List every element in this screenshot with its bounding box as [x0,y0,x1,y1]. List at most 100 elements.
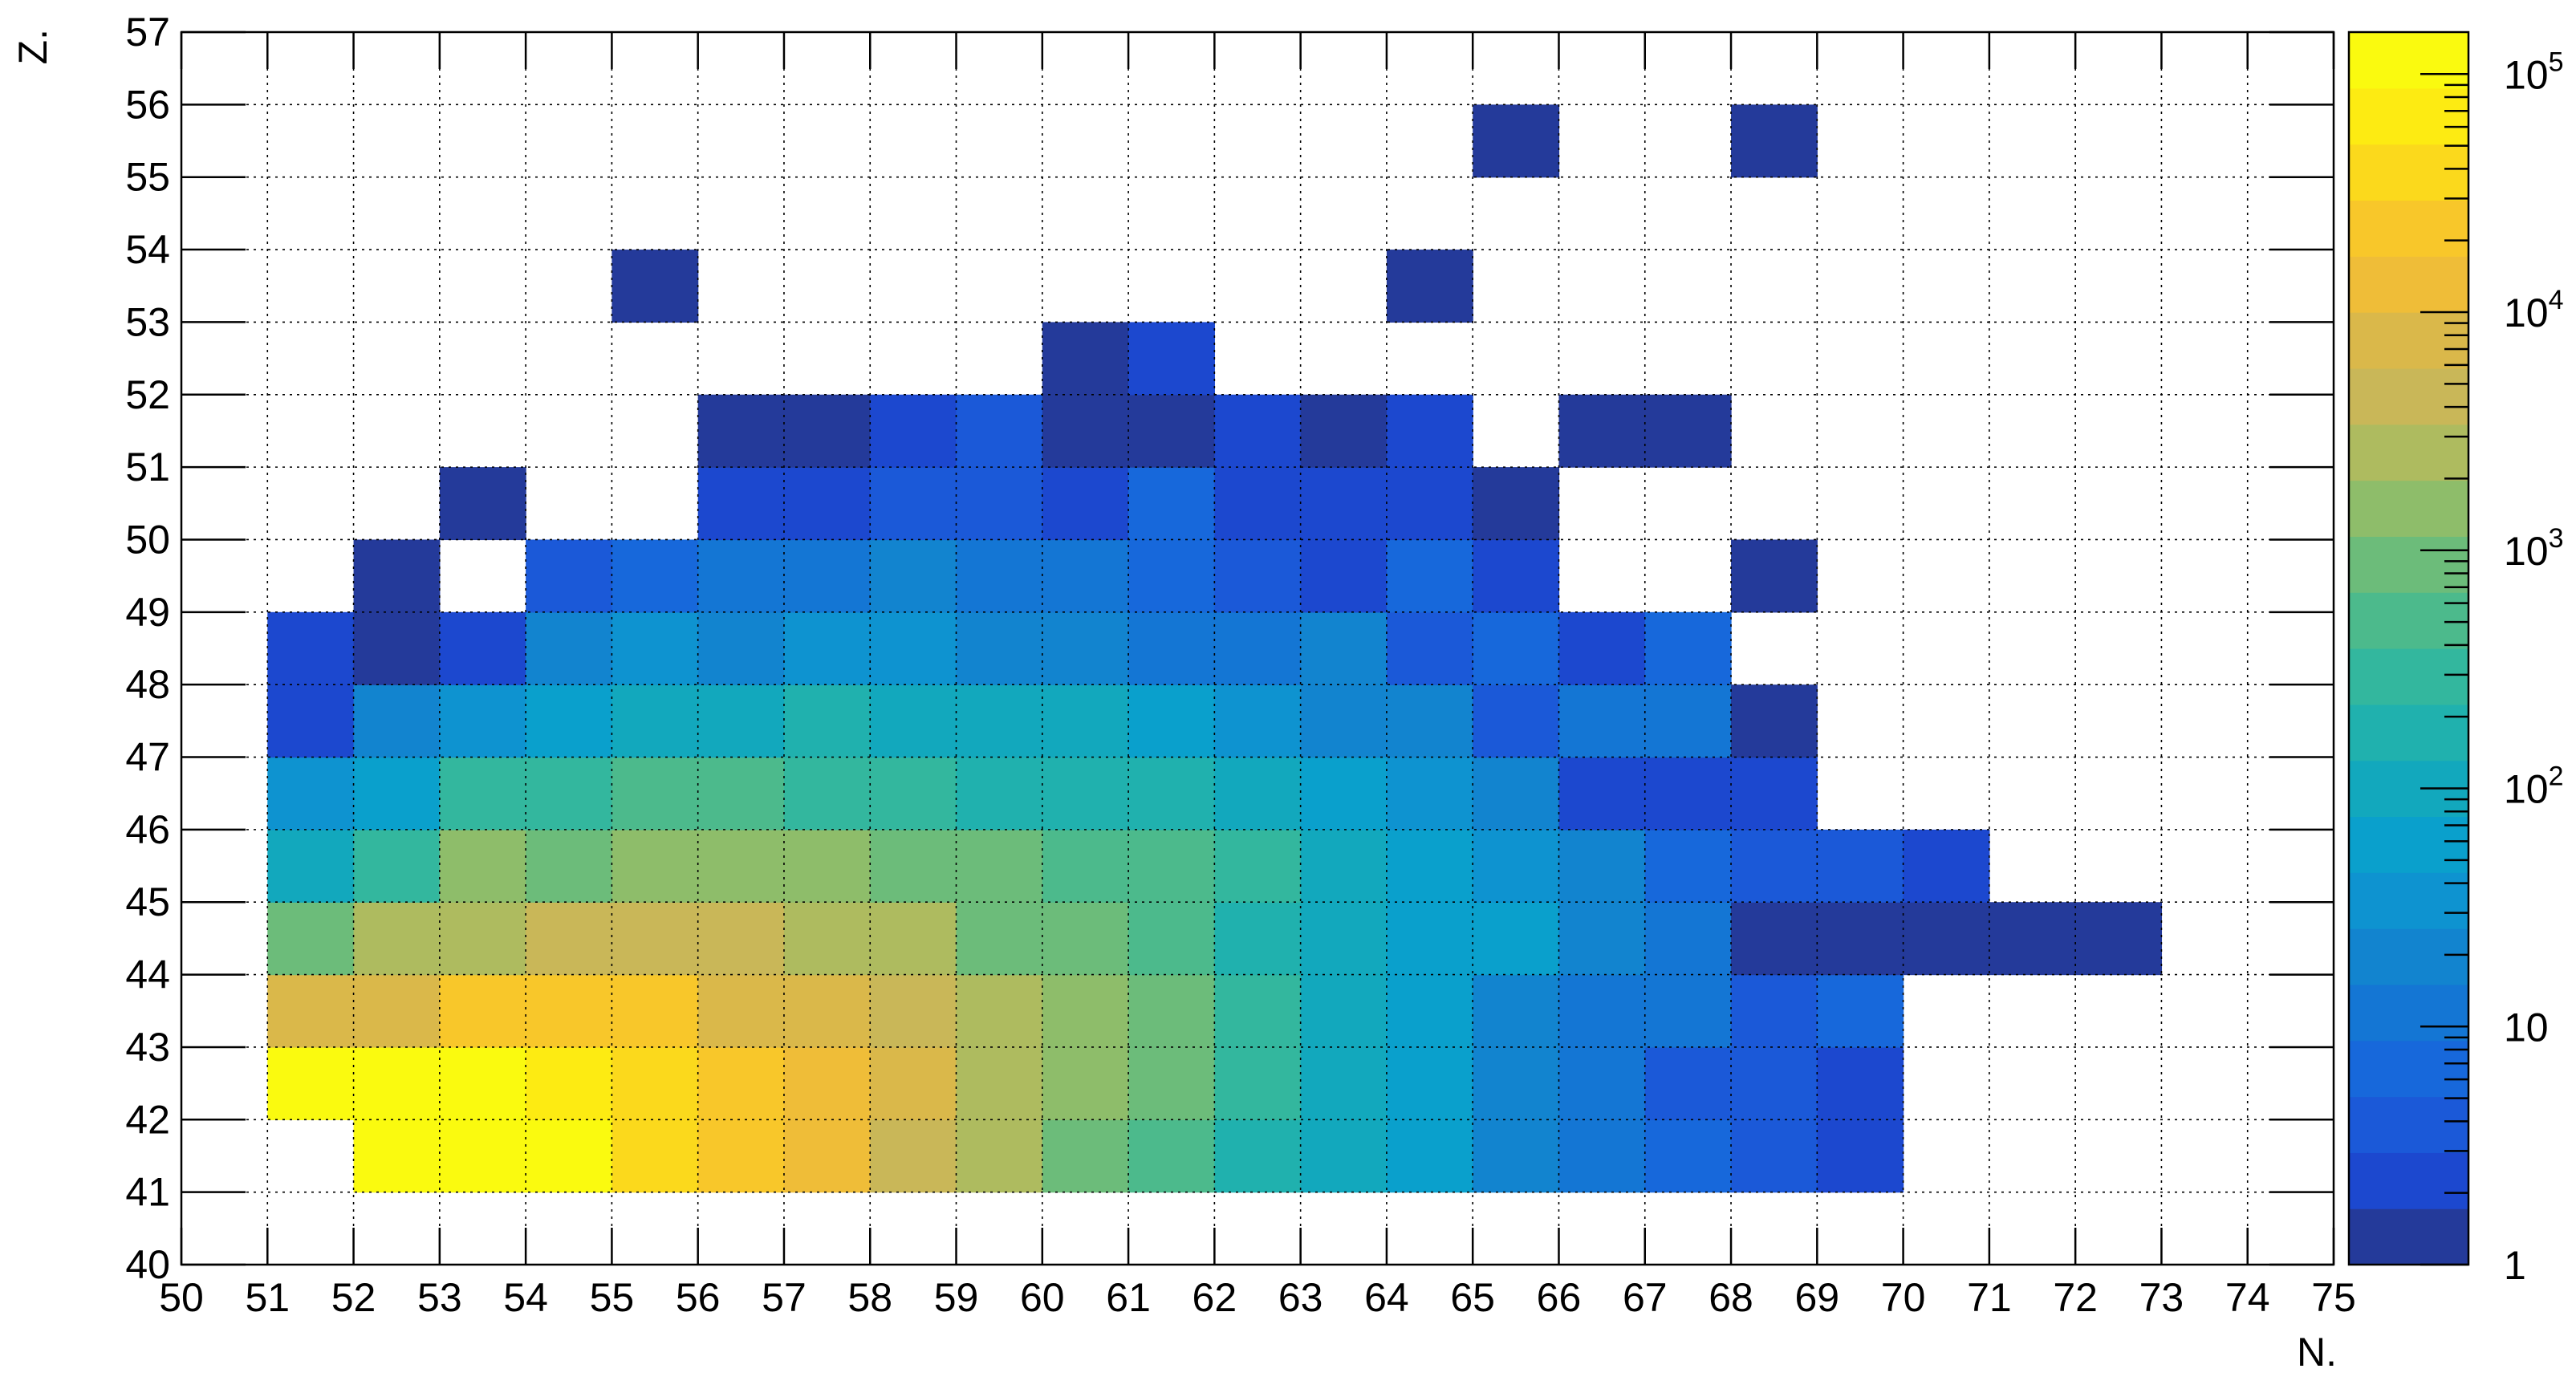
heatmap-cell [697,829,785,903]
heatmap-cell [870,1119,957,1193]
colorbar-frame [2347,30,2470,1266]
x-tick-label: 70 [1881,1275,1926,1320]
heatmap-cell [1042,829,1129,903]
heatmap-cell [1042,757,1129,831]
heatmap-cell [1042,684,1129,758]
heatmap-cell [611,902,699,976]
heatmap-cell [526,829,612,903]
heatmap-cell [1644,611,1732,685]
x-tick-label: 71 [1967,1275,2012,1320]
x-tick-label: 57 [762,1275,807,1320]
colorbar-band [2349,872,2468,929]
heatmap-cell [956,611,1043,685]
grid-lines [181,32,2334,1265]
y-tick-label: 56 [125,82,170,127]
colorbar-band [2349,368,2468,425]
heatmap-cell [1731,1046,1818,1120]
heatmap-cell [611,539,699,613]
x-tick-label: 59 [934,1275,979,1320]
heatmap-cell [1473,467,1560,541]
heatmap-cell [870,1046,957,1120]
y-tick-label: 55 [125,155,170,200]
x-tick-label: 53 [417,1275,462,1320]
heatmap-cell [697,1119,785,1193]
heatmap-cell [611,974,699,1048]
y-tick-label: 49 [125,590,170,635]
heatmap-cell [1644,757,1732,831]
heatmap-cell [1473,611,1560,685]
heatmap-cell [439,467,526,541]
heatmap-cell [353,1119,441,1193]
colorbar-band [2349,1096,2468,1153]
y-tick-label: 50 [125,517,170,562]
heatmap-cell [267,611,355,685]
heatmap-cell [1903,902,1990,976]
y-tick-label: 40 [125,1242,170,1287]
y-tick-label: 43 [125,1025,170,1070]
x-tick-label: 51 [245,1275,290,1320]
colorbar-band [2349,1208,2468,1265]
heatmap-cell [1473,1119,1560,1193]
heatmap-cell [439,829,526,903]
heatmap-cell [870,829,957,903]
heatmap-cell [267,757,355,831]
heatmap-cell [1473,1046,1560,1120]
heatmap-cell [1128,1046,1215,1120]
heatmap-cell [1214,974,1302,1048]
heatmap-cell [783,467,871,541]
heatmap-cell [1300,394,1388,468]
heatmap-cell [1042,539,1129,613]
heatmap-cell [1473,974,1560,1048]
x-tick-label: 65 [1450,1275,1495,1320]
heatmap-cell [870,394,957,468]
heatmap-cell [1473,829,1560,903]
heatmap-cell [956,974,1043,1048]
heatmap-cell [1558,394,1646,468]
heatmap-cell [1214,394,1302,468]
heatmap-cell [783,611,871,685]
heatmap-cell [439,611,526,685]
heatmap-cell [1042,974,1129,1048]
heatmap-cell [439,757,526,831]
heatmap-cell [611,611,699,685]
heatmap-cell [1473,539,1560,613]
heatmap-cell [783,1046,871,1120]
heatmap-cells [267,104,2163,1193]
heatmap-cell [1042,394,1129,468]
y-tick-label: 45 [125,879,170,924]
heatmap-cell [353,611,441,685]
x-tick-label: 63 [1278,1275,1323,1320]
heatmap-cell [353,757,441,831]
colorbar-band [2349,704,2468,762]
heatmap-cell [353,829,441,903]
heatmap-cell [1128,684,1215,758]
heatmap-cell [1386,902,1473,976]
heatmap-cell [1644,902,1732,976]
heatmap-cell [526,757,612,831]
y-tick-label: 46 [125,807,170,852]
heatmap-cell [1473,757,1560,831]
heatmap-cell [1731,829,1818,903]
heatmap-cell [870,611,957,685]
heatmap-cell [956,394,1043,468]
heatmap-cell [1386,611,1473,685]
heatmap-cell [353,974,441,1048]
heatmap-cell [1817,902,1904,976]
heatmap-cell [1558,684,1646,758]
x-tick-label: 64 [1364,1275,1409,1320]
heatmap-cell [1128,1119,1215,1193]
heatmap-cell [526,902,612,976]
heatmap-cell [1386,1046,1473,1120]
heatmap-cell [1300,539,1388,613]
heatmap-cell [1473,104,1560,178]
heatmap-cell [1386,684,1473,758]
heatmap-cell [353,1046,441,1120]
x-tick-label: 60 [1020,1275,1065,1320]
heatmap-cell [1128,829,1215,903]
heatmap-cell [1214,902,1302,976]
x-tick-label: 67 [1623,1275,1668,1320]
heatmap-cell [1042,611,1129,685]
heatmap-cell [353,684,441,758]
heatmap-cell [956,1046,1043,1120]
